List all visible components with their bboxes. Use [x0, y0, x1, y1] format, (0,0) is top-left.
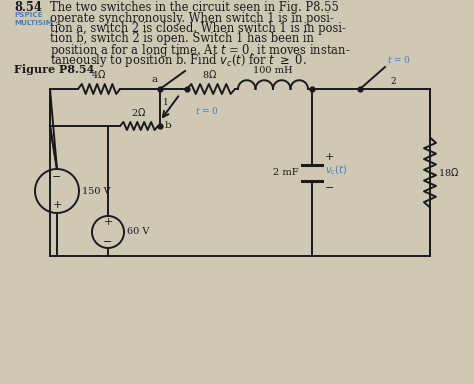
Text: $t$ = 0: $t$ = 0: [195, 105, 219, 116]
Text: $v_c(t)$: $v_c(t)$: [325, 164, 347, 177]
Text: MULTISIM: MULTISIM: [14, 20, 53, 26]
Text: 2$\Omega$: 2$\Omega$: [131, 106, 146, 118]
Text: 2 mF: 2 mF: [273, 168, 299, 177]
Text: 1: 1: [163, 98, 169, 107]
Text: b: b: [165, 121, 172, 129]
Text: 4$\Omega$: 4$\Omega$: [91, 68, 107, 80]
Text: $t$ = 0: $t$ = 0: [387, 54, 411, 65]
Text: +: +: [52, 200, 62, 210]
Text: tion a, switch 2 is closed. When switch 1 is in posi-: tion a, switch 2 is closed. When switch …: [50, 22, 346, 35]
Text: 100 mH: 100 mH: [253, 66, 293, 75]
Text: The two switches in the circuit seen in Fig. P8.55: The two switches in the circuit seen in …: [50, 1, 339, 14]
Text: operate synchronously. When switch 1 is in posi-: operate synchronously. When switch 1 is …: [50, 12, 334, 25]
Text: 8$\Omega$: 8$\Omega$: [202, 68, 218, 80]
Text: −: −: [103, 237, 113, 247]
Text: a: a: [152, 75, 158, 84]
Text: 8.54: 8.54: [14, 1, 42, 14]
Text: 150 V: 150 V: [82, 187, 110, 195]
Text: PSPICE: PSPICE: [14, 12, 43, 18]
Text: Figure P8.54: Figure P8.54: [14, 64, 94, 75]
Text: 18$\Omega$: 18$\Omega$: [438, 167, 459, 179]
Text: position a for a long time. At $t$ = 0, it moves instan-: position a for a long time. At $t$ = 0, …: [50, 42, 350, 59]
Text: +: +: [103, 217, 113, 227]
Text: 60 V: 60 V: [127, 227, 149, 237]
Text: 2: 2: [390, 77, 396, 86]
Text: +: +: [325, 152, 334, 162]
Text: −: −: [325, 184, 334, 194]
Text: tion b, switch 2 is open. Switch 1 has been in: tion b, switch 2 is open. Switch 1 has b…: [50, 32, 314, 45]
Text: −: −: [52, 172, 62, 182]
Text: taneously to position b. Find $v_c$($t$) for $t$ $\geq$ 0.: taneously to position b. Find $v_c$($t$)…: [50, 52, 307, 69]
